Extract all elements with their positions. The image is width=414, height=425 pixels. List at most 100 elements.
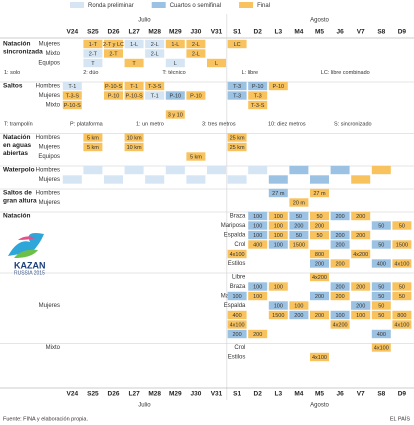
event-cell — [310, 249, 329, 259]
event-cell — [83, 58, 103, 68]
stroke-label: Espalda — [224, 233, 246, 239]
event-label: 200 — [315, 313, 324, 319]
stroke-label: Libre — [232, 275, 246, 281]
event-cell — [330, 320, 350, 329]
day-label: L27 — [128, 391, 140, 398]
event-label: P-10 — [252, 84, 264, 90]
event-cell — [351, 211, 371, 221]
event-label: L — [174, 61, 177, 67]
event-label: 50 — [378, 294, 384, 300]
event-cell — [145, 49, 165, 58]
event-cell — [248, 291, 268, 301]
event-cell — [371, 221, 391, 230]
event-cell — [310, 259, 329, 268]
event-cell — [371, 343, 391, 352]
stroke-label: Mariposa — [221, 223, 246, 229]
event-label: T-3 — [233, 93, 241, 99]
event-label: 100 — [274, 284, 283, 290]
event-label: 100 — [274, 223, 283, 229]
event-cell — [268, 310, 288, 320]
credit: EL PAÍS — [390, 415, 411, 422]
event-label: 2-T — [109, 51, 118, 57]
event-cell — [227, 329, 247, 339]
event-cell — [310, 175, 329, 184]
month-label: Agosto — [310, 18, 329, 24]
stroke-label: Crol — [234, 242, 245, 248]
event-label: 4x100 — [394, 261, 409, 267]
stroke-label: Crol — [234, 345, 245, 351]
event-cell — [124, 91, 144, 100]
event-cell — [227, 133, 247, 142]
event-label: 200 — [294, 313, 303, 319]
day-label: D2 — [254, 29, 263, 36]
day-label: D9 — [398, 391, 407, 398]
event-cell — [62, 81, 82, 91]
event-label: 200 — [356, 303, 365, 309]
event-cell — [268, 211, 288, 221]
legend-swatch — [70, 2, 84, 8]
event-cell — [371, 301, 391, 310]
event-cell — [371, 282, 391, 291]
event-cell — [248, 91, 268, 100]
event-label: P-10 — [108, 93, 120, 99]
event-cell — [371, 310, 391, 320]
stroke-label: Braza — [230, 284, 246, 290]
row-label: Mujeres — [39, 93, 60, 99]
row-label: Hombres — [36, 84, 60, 90]
event-label: 1-L — [130, 42, 138, 48]
note: LC: libre combinado — [321, 70, 370, 76]
event-cell — [351, 230, 371, 240]
event-cell — [165, 110, 185, 119]
day-label: S1 — [233, 29, 241, 36]
row-label: Hombres — [36, 135, 60, 141]
note: S: sincronizado — [334, 121, 372, 127]
event-cell — [104, 91, 123, 100]
event-label: 200 — [336, 242, 345, 248]
event-cell — [330, 240, 350, 249]
event-cell — [371, 240, 391, 249]
event-label: 100 — [274, 214, 283, 220]
event-label: P-10 — [190, 93, 202, 99]
note: 3: tres metros — [202, 121, 236, 127]
event-label: 2-L — [151, 42, 159, 48]
event-label: 100 — [253, 294, 262, 300]
day-label: M4 — [294, 29, 303, 36]
event-label: 50 — [399, 284, 405, 290]
event-cell — [310, 272, 329, 282]
event-cell — [392, 320, 412, 329]
event-label: P-10-S — [126, 93, 143, 99]
day-label: V7 — [357, 391, 365, 398]
event-cell — [351, 249, 371, 259]
day-label: S1 — [233, 391, 241, 398]
event-cell — [83, 133, 103, 142]
event-cell — [83, 49, 103, 58]
event-label: P-10 — [169, 93, 181, 99]
event-label: 2-L — [192, 42, 200, 48]
row-label: Mujeres — [39, 303, 60, 309]
logo-shape — [14, 249, 38, 258]
section-title: sincronizada — [3, 49, 43, 56]
event-cell — [289, 198, 309, 207]
note: 1: un metro — [136, 121, 164, 127]
event-cell — [310, 230, 329, 240]
event-label: 25 km — [230, 135, 245, 141]
event-cell — [227, 291, 247, 301]
section-title: Saltos — [3, 83, 23, 90]
event-label: 50 — [378, 303, 384, 309]
event-label: T-3-S — [148, 84, 162, 90]
day-label: L3 — [275, 391, 283, 398]
day-label: V31 — [211, 391, 223, 398]
day-label: S25 — [87, 29, 99, 36]
day-label: V31 — [211, 29, 223, 36]
event-cell — [392, 221, 412, 230]
day-label: L3 — [275, 29, 283, 36]
event-label: T-3 — [233, 84, 241, 90]
event-label: 25 km — [230, 145, 245, 151]
event-cell — [310, 211, 329, 221]
event-label: 10 km — [127, 145, 142, 151]
stroke-label: Espalda — [224, 303, 246, 309]
event-cell — [289, 240, 309, 249]
event-cell — [104, 49, 123, 58]
event-cell — [392, 259, 412, 268]
